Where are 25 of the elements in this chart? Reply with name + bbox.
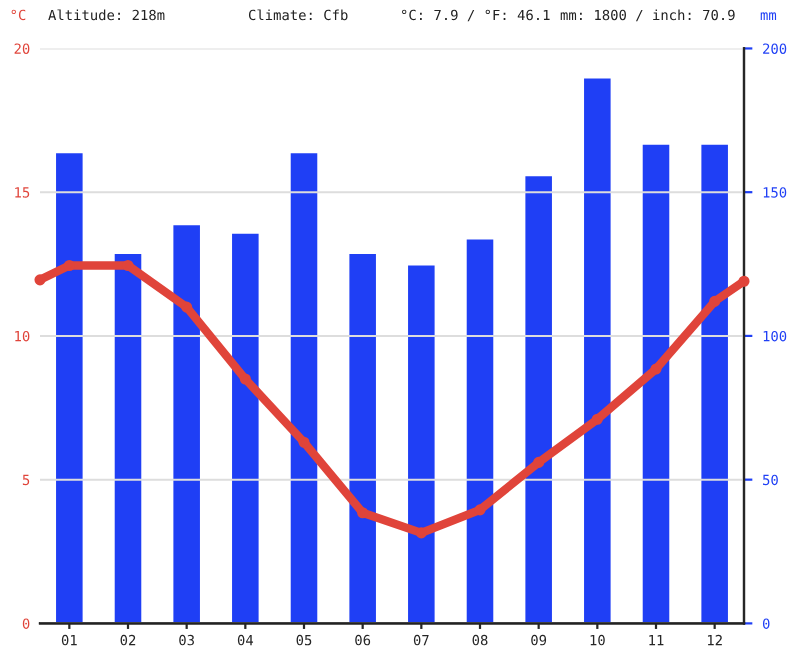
point [650,363,662,375]
bar [698,141,731,624]
bar [287,150,321,624]
bar [111,251,145,624]
point [709,295,721,307]
point [239,373,251,385]
point [591,413,603,425]
bar [170,222,203,624]
bar [405,262,438,624]
bar [581,75,614,624]
bar [463,236,497,624]
point [474,504,486,516]
point [533,456,545,468]
point [34,274,46,286]
point [63,259,75,272]
bar [346,251,379,624]
bar [229,231,262,624]
point [738,275,750,287]
bar [522,173,555,624]
point [298,436,310,448]
bar [53,150,86,624]
bar [639,141,673,624]
point [357,507,369,519]
point [415,527,427,539]
point [181,301,193,313]
